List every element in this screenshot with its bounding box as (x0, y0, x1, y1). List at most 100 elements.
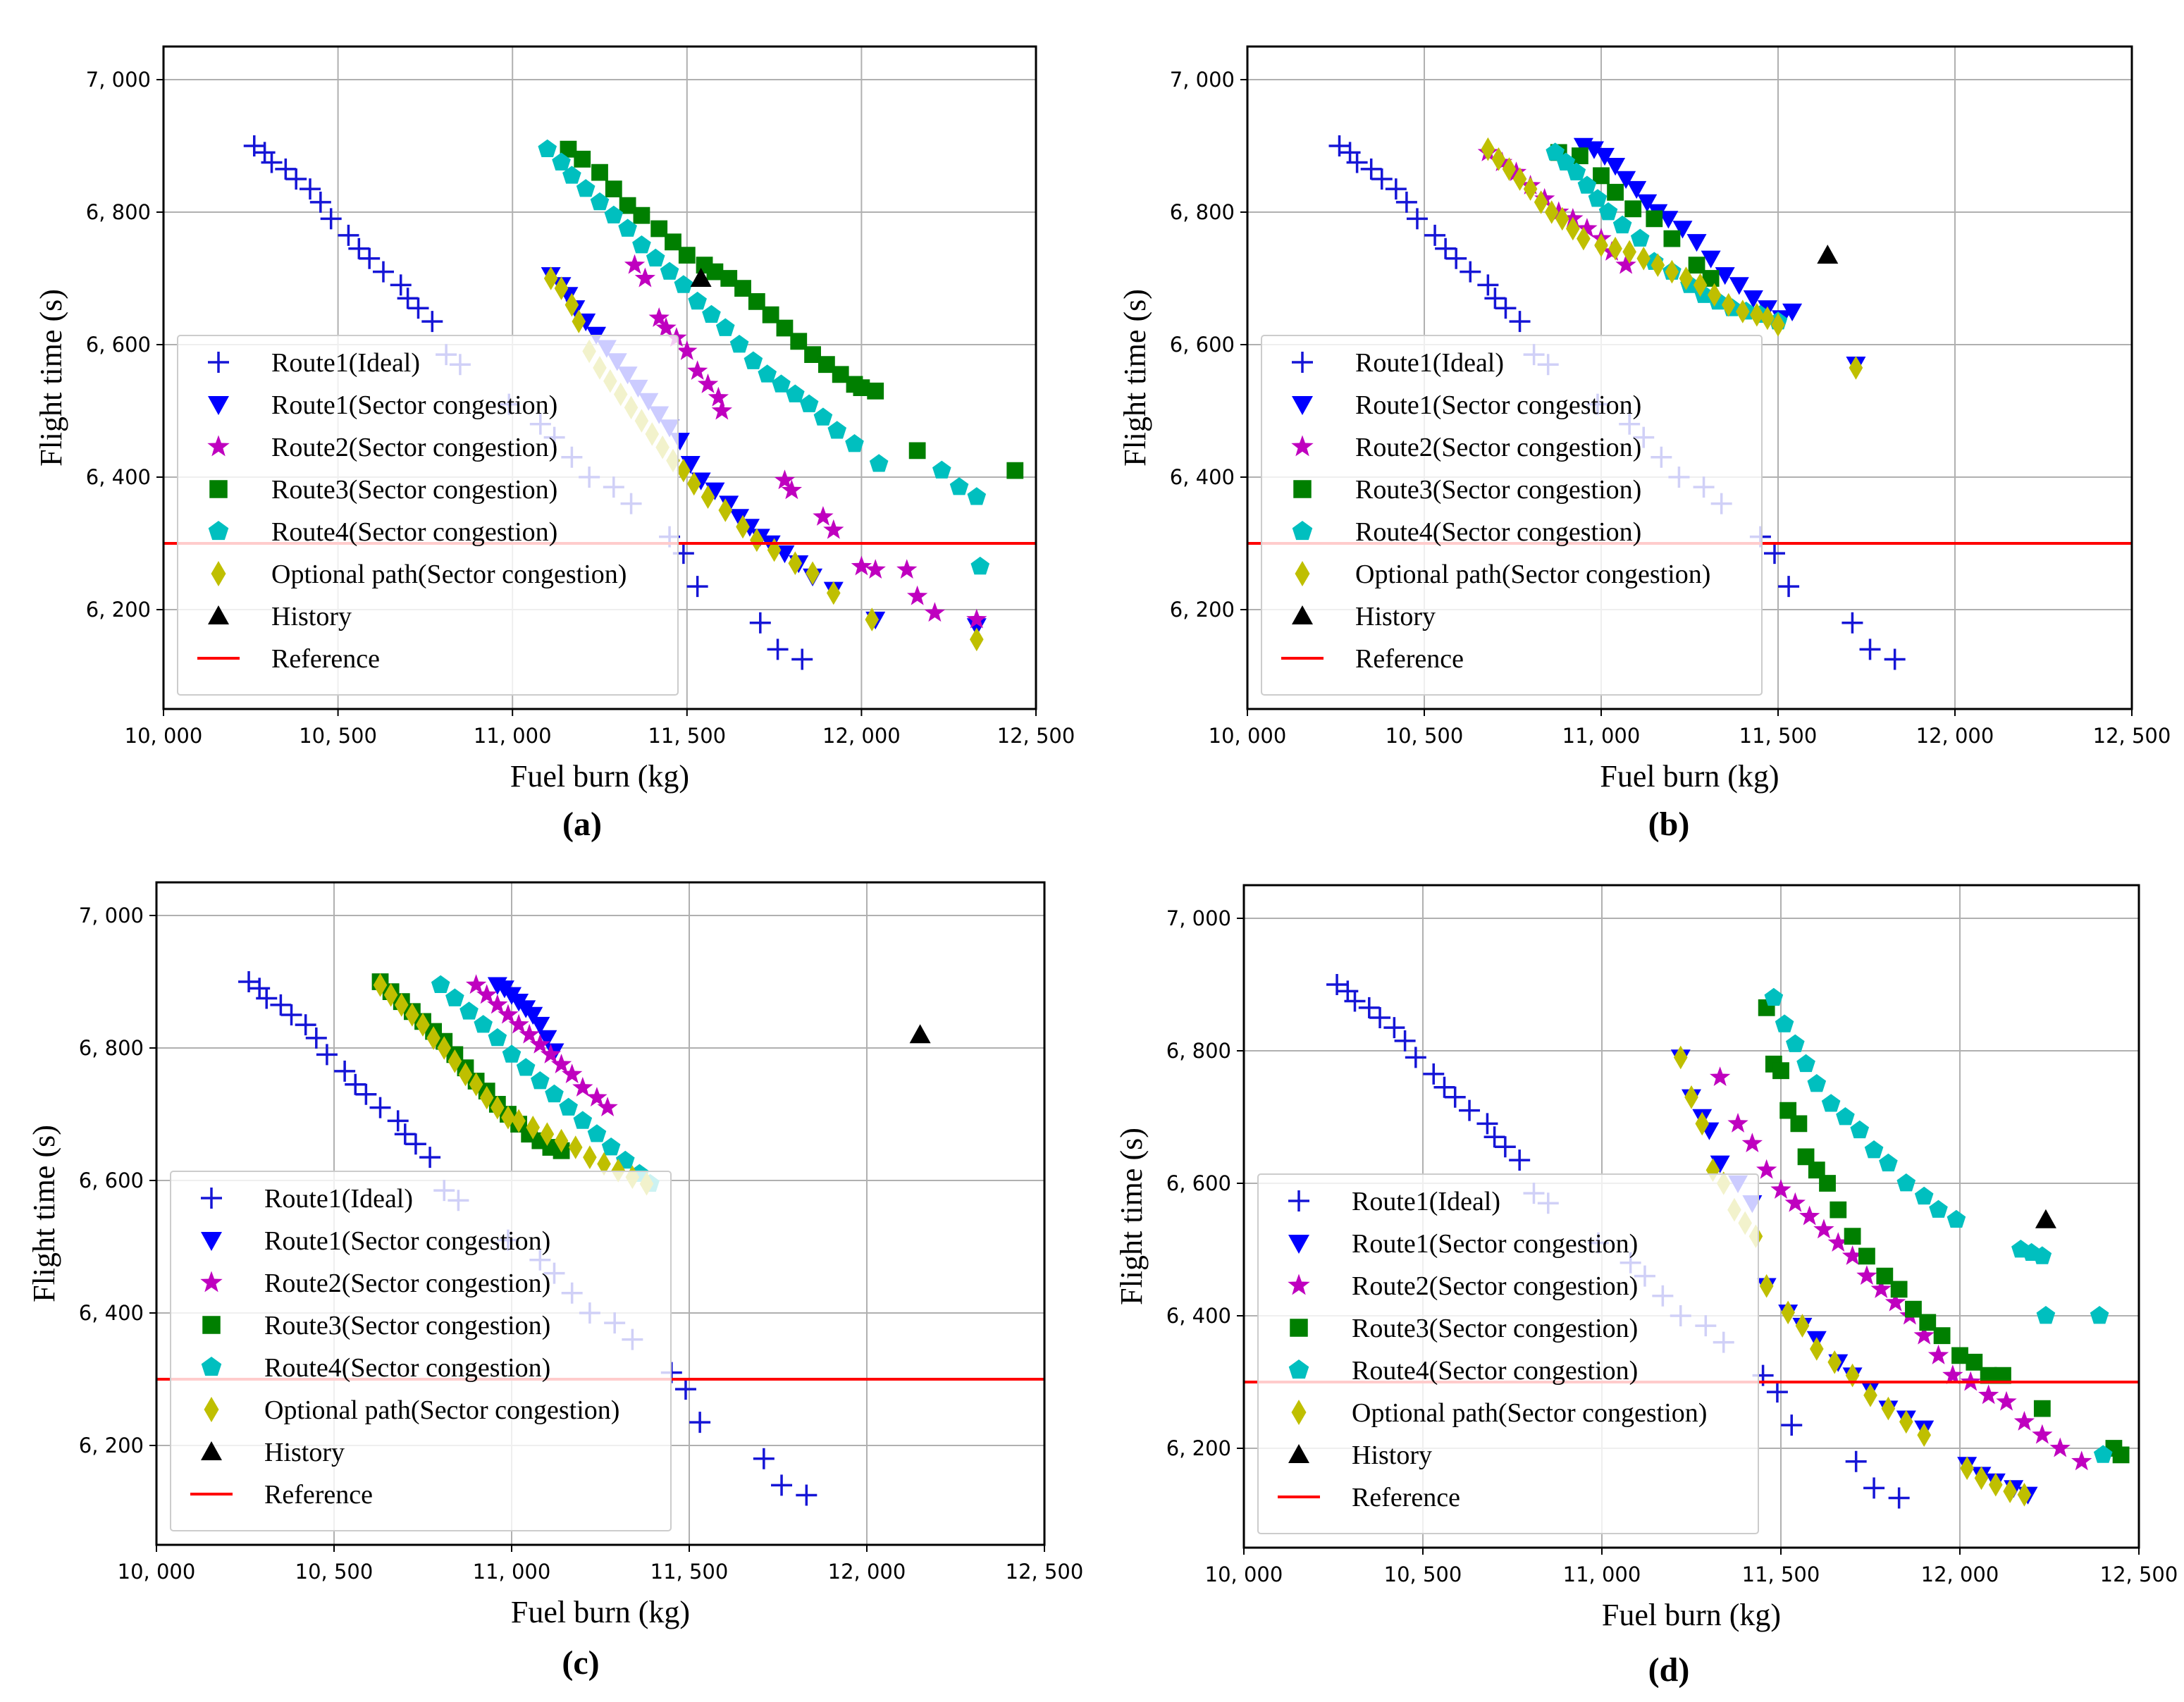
x-tick-label: 11, 500 (1739, 724, 1818, 748)
data-point-route3_sector (1830, 1201, 1847, 1219)
x-axis-title: Fuel burn (kg) (511, 1595, 690, 1629)
x-tick-label: 10, 000 (1205, 1562, 1283, 1586)
x-tick-label: 10, 500 (299, 724, 377, 748)
data-point-route1_ideal (355, 1083, 377, 1105)
legend-label-route3_sector: Route3(Sector congestion) (271, 475, 557, 505)
legend-swatch-route3_sector (202, 1316, 221, 1334)
legend-label-history: History (264, 1438, 345, 1467)
data-point-optional_sector (1810, 1337, 1824, 1361)
data-point-route1_ideal (299, 178, 321, 200)
x-tick-label: 11, 000 (1563, 1562, 1641, 1586)
data-point-route1_sector (523, 1006, 543, 1025)
legend-box (177, 335, 679, 696)
legend-label-route1_sector: Route1(Sector congestion) (1355, 390, 1641, 420)
data-point-route4_sector (744, 351, 763, 369)
data-point-route4_sector (1879, 1153, 1898, 1172)
data-point-route3_sector (1663, 230, 1681, 247)
data-point-route1_ideal (338, 224, 359, 246)
data-point-route1_sector (1715, 267, 1735, 285)
series-route4_sector (538, 139, 990, 575)
data-point-optional_sector (394, 993, 409, 1017)
data-point-route4_sector (772, 374, 791, 393)
data-point-route3_sector (1819, 1175, 1836, 1192)
data-point-route3_sector (1980, 1367, 1997, 1384)
data-point-route2_sector (572, 1077, 593, 1097)
data-point-route4_sector (949, 477, 969, 495)
data-point-optional_sector (437, 1036, 452, 1060)
data-point-route4_sector (601, 1137, 621, 1156)
x-tick-label: 10, 500 (1384, 1562, 1462, 1586)
y-tick-label: 6, 800 (79, 1036, 144, 1060)
data-point-route2_sector (1577, 218, 1598, 238)
data-point-route1_ideal (345, 1073, 366, 1095)
data-point-optional_sector (1759, 1274, 1774, 1298)
legend-swatch-route4_sector (1292, 521, 1313, 541)
legend-swatch-route1_ideal (1288, 1190, 1309, 1211)
data-point-optional_sector (1534, 190, 1548, 214)
data-point-optional_sector (383, 983, 398, 1007)
data-point-route2_sector (624, 254, 646, 274)
data-point-route1_ideal (421, 311, 443, 333)
data-point-optional_sector (416, 1013, 430, 1037)
legend-swatch-route4_sector (208, 521, 229, 541)
legend-label-reference: Reference (1355, 644, 1464, 674)
data-point-route1_ideal (1841, 612, 1863, 634)
legend-label-route3_sector: Route3(Sector congestion) (1352, 1314, 1638, 1343)
legend-label-route2_sector: Route2(Sector congestion) (264, 1269, 550, 1298)
data-point-route3_sector (1933, 1327, 1951, 1345)
data-point-route2_sector (465, 974, 487, 994)
legend-label-route1_ideal: Route1(Ideal) (1352, 1187, 1500, 1216)
x-axis-title: Fuel burn (kg) (1600, 759, 1779, 794)
data-point-optional_sector (1636, 247, 1651, 271)
data-point-route1_ideal (1328, 135, 1350, 156)
data-point-optional_sector (750, 528, 764, 553)
data-point-route1_sector (1658, 211, 1679, 229)
y-tick-label: 6, 800 (1170, 200, 1235, 224)
data-point-route1_ideal (1344, 990, 1366, 1012)
data-point-route3_sector (832, 366, 849, 383)
data-point-route3_sector (867, 382, 884, 400)
x-tick-label: 10, 000 (1209, 724, 1287, 748)
data-point-route4_sector (799, 394, 819, 412)
data-point-route4_sector (1929, 1200, 1948, 1218)
panel-label: (d) (1648, 1651, 1690, 1689)
data-point-route4_sector (1864, 1140, 1884, 1159)
legend-label-route1_ideal: Route1(Ideal) (264, 1184, 413, 1214)
data-point-route1_sector (1616, 171, 1636, 189)
y-tick-label: 6, 400 (86, 465, 151, 489)
y-tick-label: 6, 600 (79, 1168, 144, 1192)
x-axis-title: Fuel burn (kg) (1602, 1598, 1781, 1632)
series-route2_sector (624, 254, 987, 629)
data-point-route1_ideal (1494, 1136, 1516, 1158)
legend-swatch-route2_sector (207, 435, 230, 457)
data-point-route1_ideal (316, 1044, 338, 1066)
data-point-optional_sector (1481, 137, 1495, 161)
chart-panel-b: Route1(Ideal) Route1(Sector congestion) Ro… (1118, 45, 2171, 843)
data-point-route3_sector (2112, 1446, 2130, 1464)
x-tick-label: 12, 000 (1921, 1562, 1999, 1586)
data-point-route4_sector (1836, 1107, 1855, 1126)
data-point-route1_ideal (1509, 311, 1531, 333)
data-point-route1_ideal (1445, 247, 1467, 269)
data-point-route1_ideal (1395, 191, 1417, 213)
data-point-route1_sector (1729, 277, 1749, 295)
data-point-route3_sector (574, 150, 591, 168)
data-point-route1_ideal (1509, 1149, 1531, 1171)
y-tick-label: 6, 400 (1170, 465, 1235, 489)
data-point-route4_sector (674, 275, 693, 293)
series-history (909, 1024, 931, 1044)
legend-label-route2_sector: Route2(Sector congestion) (1352, 1271, 1638, 1301)
y-tick-label: 6, 800 (86, 200, 151, 224)
data-point-route4_sector (869, 454, 889, 472)
data-point-route2_sector (529, 1033, 550, 1054)
data-point-route1_ideal (387, 1110, 409, 1132)
y-tick-label: 6, 800 (1166, 1039, 1231, 1063)
data-point-route1_ideal (771, 1474, 793, 1496)
data-point-route2_sector (1884, 1291, 1906, 1312)
y-axis-title: Flight time (s) (1114, 1128, 1149, 1305)
data-point-route2_sector (1813, 1219, 1834, 1239)
data-point-optional_sector (1608, 236, 1622, 261)
data-point-route2_sector (1996, 1390, 2017, 1411)
legend-box (1261, 335, 1763, 696)
legend-box (170, 1171, 672, 1531)
